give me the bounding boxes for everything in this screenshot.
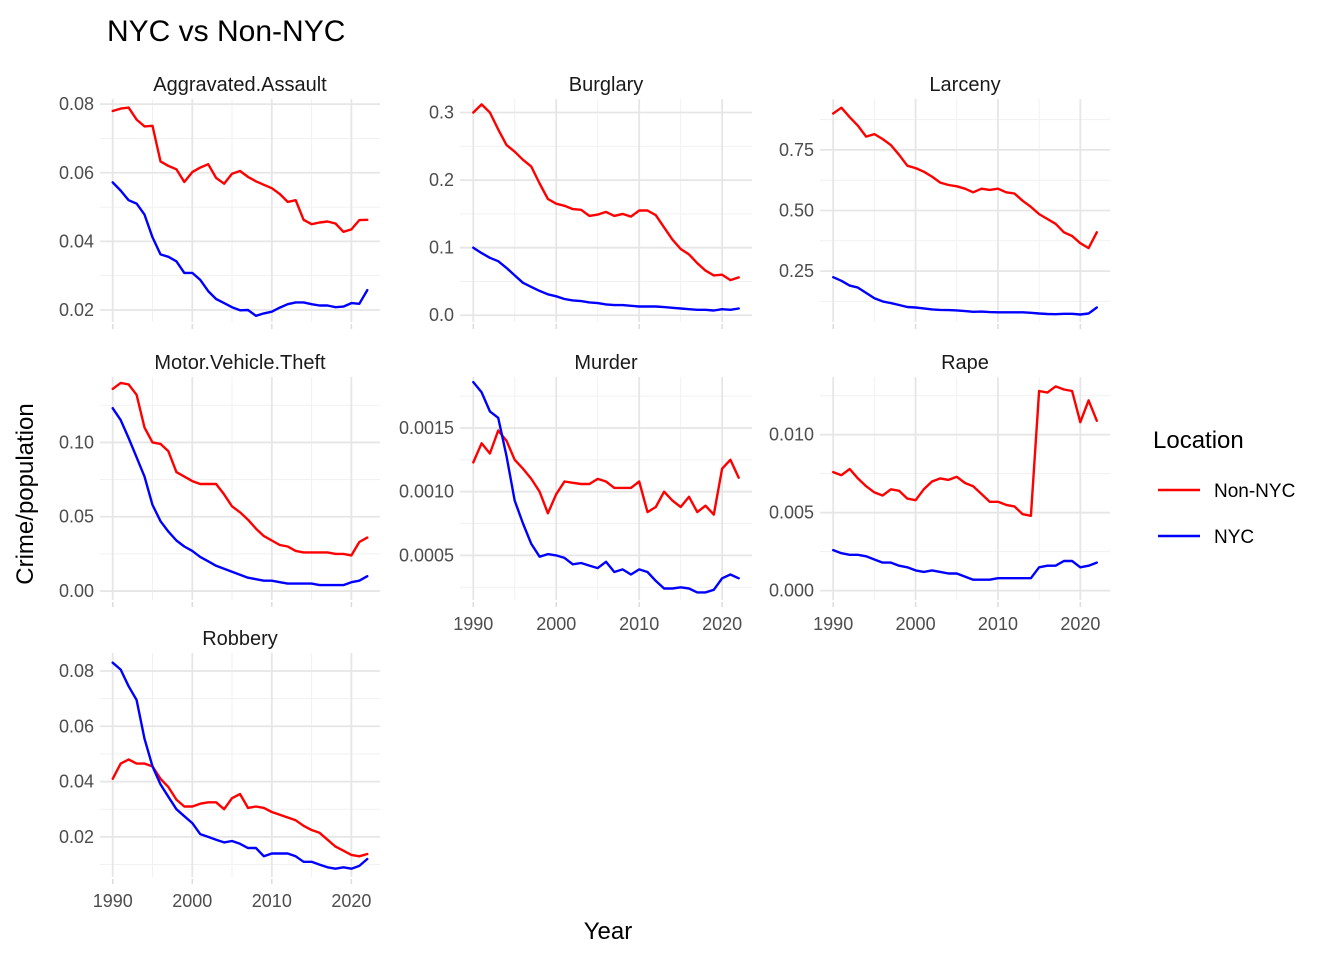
legend-label-nyc: NYC xyxy=(1214,527,1254,548)
panel-motor-vehicle-theft: Motor.Vehicle.Theft 0.00 0.05 0.10 xyxy=(59,352,380,607)
x-tick-label: 2010 xyxy=(978,614,1018,634)
series-line-non-nyc xyxy=(111,758,369,858)
x-tick-label: 2010 xyxy=(619,614,659,634)
y-tick-label: 0.05 xyxy=(59,507,94,527)
x-tick-label: 1990 xyxy=(813,614,853,634)
strip-title: Aggravated.Assault xyxy=(153,74,327,96)
strip-title: Robbery xyxy=(202,628,278,650)
strip-title: Murder xyxy=(574,352,638,374)
y-tick-label: 0.02 xyxy=(59,300,94,320)
series-line-non-nyc xyxy=(111,381,369,557)
y-tick-label: 0.06 xyxy=(59,163,94,183)
strip-title: Rape xyxy=(941,352,989,374)
y-tick-label: 0.0 xyxy=(429,305,454,325)
x-tick-label: 1990 xyxy=(93,891,133,911)
x-tick-label: 2000 xyxy=(896,614,936,634)
y-tick-label: 0.0005 xyxy=(399,545,454,565)
x-tick-label: 2000 xyxy=(536,614,576,634)
y-tick-label: 0.3 xyxy=(429,103,454,123)
y-tick-label: 0.02 xyxy=(59,827,94,847)
y-tick-label: 0.04 xyxy=(59,772,94,792)
series-line-nyc xyxy=(111,407,369,587)
x-tick-label: 2000 xyxy=(172,891,212,911)
y-tick-label: 0.50 xyxy=(779,201,814,221)
series-line-non-nyc xyxy=(832,106,1099,250)
legend-label-non-nyc: Non-NYC xyxy=(1214,481,1295,502)
x-tick-label: 2020 xyxy=(331,891,371,911)
panel-larceny: Larceny 0.25 0.50 0.75 xyxy=(779,74,1110,329)
x-tick-label: 2020 xyxy=(1060,614,1100,634)
y-tick-label: 0.010 xyxy=(769,425,814,445)
series-line-nyc xyxy=(832,276,1099,316)
x-tick-label: 1990 xyxy=(453,614,493,634)
panel-robbery: Robbery 0.02 0.04 0.06 0.08 1990 2000 2010 2020 xyxy=(59,628,380,911)
y-tick-label: 0.25 xyxy=(779,261,814,281)
series-line-non-nyc xyxy=(472,103,740,282)
y-tick-label: 0.10 xyxy=(59,432,94,452)
strip-title: Burglary xyxy=(569,74,643,96)
panel-rape: Rape 0.000 0.005 0.010 1990 2000 2010 2020 xyxy=(769,352,1110,634)
x-tick-label: 2010 xyxy=(252,891,292,911)
y-tick-label: 0.0015 xyxy=(399,418,454,438)
facet-panels: Aggravated.Assault 0.02 0.04 0.06 0.08 Burgla… xyxy=(59,74,1110,911)
strip-title: Motor.Vehicle.Theft xyxy=(154,352,326,374)
panel-aggravated-assault: Aggravated.Assault 0.02 0.04 0.06 0.08 xyxy=(59,74,380,329)
y-tick-label: 0.005 xyxy=(769,503,814,523)
series-line-nyc xyxy=(472,380,740,594)
y-tick-label: 0.06 xyxy=(59,716,94,736)
y-tick-label: 0.00 xyxy=(59,581,94,601)
x-axis-label: Year xyxy=(584,918,633,945)
x-tick-label: 2020 xyxy=(702,614,742,634)
series-line-nyc xyxy=(472,246,740,312)
series-line-nyc xyxy=(832,548,1099,581)
y-tick-label: 0.08 xyxy=(59,661,94,681)
panel-murder: Murder 0.0005 0.0010 0.0015 1990 2000 2010 2020 xyxy=(399,352,752,634)
panel-burglary: Burglary 0.0 0.1 0.2 0.3 xyxy=(429,74,752,329)
y-tick-label: 0.1 xyxy=(429,238,454,258)
legend: Location Non-NYC NYC xyxy=(1153,427,1295,548)
series-line-nyc xyxy=(111,661,369,870)
y-tick-label: 0.000 xyxy=(769,581,814,601)
chart-title: NYC vs Non-NYC xyxy=(107,15,345,48)
strip-title: Larceny xyxy=(929,74,1000,96)
legend-title: Location xyxy=(1153,427,1244,454)
y-tick-label: 0.0010 xyxy=(399,482,454,502)
series-line-non-nyc xyxy=(832,385,1099,517)
series-line-non-nyc xyxy=(111,106,369,234)
series-line-non-nyc xyxy=(472,429,740,516)
y-tick-label: 0.75 xyxy=(779,140,814,160)
y-axis-label: Crime/population xyxy=(12,403,39,584)
y-tick-label: 0.08 xyxy=(59,94,94,114)
series-line-nyc xyxy=(111,181,369,317)
y-tick-label: 0.04 xyxy=(59,231,94,251)
y-tick-label: 0.2 xyxy=(429,170,454,190)
